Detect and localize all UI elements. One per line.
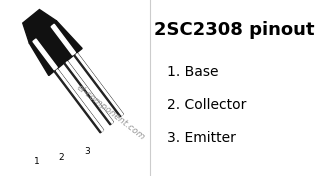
Polygon shape	[74, 53, 123, 117]
Text: 3: 3	[84, 147, 90, 156]
Polygon shape	[51, 24, 75, 55]
Text: 3. Emitter: 3. Emitter	[167, 131, 236, 145]
Polygon shape	[56, 70, 103, 131]
Text: 1: 1	[34, 158, 39, 166]
Text: el-component.com: el-component.com	[75, 83, 147, 142]
Text: 2SC2308 pinout: 2SC2308 pinout	[154, 21, 314, 39]
Polygon shape	[29, 21, 82, 76]
Polygon shape	[64, 61, 114, 125]
Text: 1. Base: 1. Base	[167, 65, 219, 79]
Polygon shape	[33, 39, 57, 70]
Text: 2: 2	[59, 153, 65, 162]
Polygon shape	[66, 62, 113, 123]
Polygon shape	[23, 10, 57, 43]
Text: 2. Collector: 2. Collector	[167, 98, 247, 112]
Polygon shape	[76, 54, 123, 115]
Polygon shape	[55, 69, 104, 133]
